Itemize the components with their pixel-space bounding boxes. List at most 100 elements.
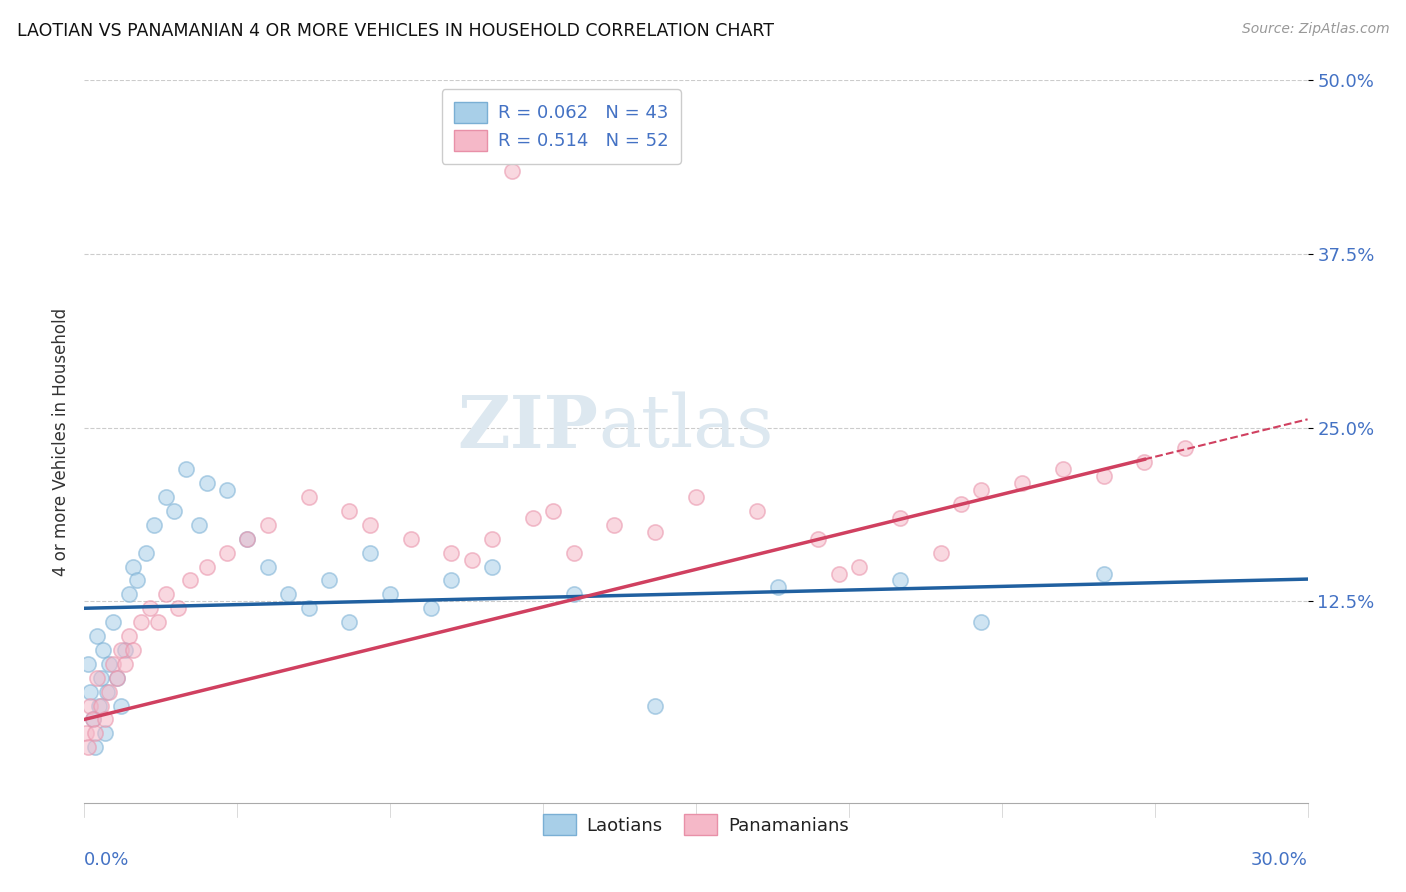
Point bbox=[146, 615, 169, 630]
Point bbox=[562, 546, 585, 560]
Point bbox=[359, 517, 381, 532]
Point bbox=[87, 698, 110, 713]
Point bbox=[970, 615, 993, 630]
Point bbox=[163, 504, 186, 518]
Point bbox=[950, 497, 973, 511]
Point bbox=[502, 163, 524, 178]
Point bbox=[155, 490, 177, 504]
Point bbox=[93, 726, 115, 740]
Point bbox=[929, 546, 952, 560]
Point bbox=[543, 504, 565, 518]
Point bbox=[277, 587, 299, 601]
Point bbox=[110, 698, 132, 713]
Point bbox=[298, 490, 321, 504]
Point bbox=[90, 698, 112, 713]
Point bbox=[105, 671, 128, 685]
Point bbox=[93, 713, 115, 727]
Point bbox=[440, 546, 463, 560]
Point bbox=[380, 587, 402, 601]
Point bbox=[603, 517, 626, 532]
Text: 0.0%: 0.0% bbox=[84, 852, 129, 870]
Point bbox=[461, 552, 484, 566]
Point bbox=[83, 740, 105, 755]
Point bbox=[79, 684, 101, 698]
Point bbox=[1174, 442, 1197, 456]
Point bbox=[195, 559, 218, 574]
Point bbox=[1092, 469, 1115, 483]
Point bbox=[97, 657, 120, 671]
Point bbox=[110, 643, 132, 657]
Point bbox=[481, 532, 503, 546]
Point bbox=[298, 601, 321, 615]
Text: ZIP: ZIP bbox=[457, 392, 598, 463]
Point bbox=[359, 546, 381, 560]
Text: LAOTIAN VS PANAMANIAN 4 OR MORE VEHICLES IN HOUSEHOLD CORRELATION CHART: LAOTIAN VS PANAMANIAN 4 OR MORE VEHICLES… bbox=[17, 22, 773, 40]
Point bbox=[440, 574, 463, 588]
Point bbox=[187, 517, 209, 532]
Point bbox=[118, 587, 141, 601]
Point bbox=[131, 615, 153, 630]
Y-axis label: 4 or more Vehicles in Household: 4 or more Vehicles in Household bbox=[52, 308, 70, 575]
Point bbox=[562, 587, 585, 601]
Point bbox=[399, 532, 422, 546]
Point bbox=[766, 581, 789, 595]
Point bbox=[747, 504, 769, 518]
Point bbox=[1133, 455, 1156, 469]
Point bbox=[257, 517, 280, 532]
Text: 30.0%: 30.0% bbox=[1251, 852, 1308, 870]
Point bbox=[82, 713, 104, 727]
Point bbox=[889, 511, 911, 525]
Point bbox=[91, 643, 114, 657]
Point bbox=[236, 532, 259, 546]
Point bbox=[86, 629, 108, 643]
Point bbox=[101, 615, 124, 630]
Point bbox=[889, 574, 911, 588]
Point bbox=[217, 483, 239, 498]
Point bbox=[174, 462, 197, 476]
Point bbox=[96, 684, 118, 698]
Point bbox=[138, 601, 160, 615]
Point bbox=[75, 726, 97, 740]
Point bbox=[828, 566, 851, 581]
Text: atlas: atlas bbox=[598, 392, 773, 462]
Point bbox=[105, 671, 128, 685]
Point bbox=[970, 483, 993, 498]
Point bbox=[1011, 476, 1033, 491]
Point bbox=[179, 574, 201, 588]
Point bbox=[848, 559, 870, 574]
Point bbox=[1092, 566, 1115, 581]
Point bbox=[122, 643, 145, 657]
Point bbox=[807, 532, 830, 546]
Point bbox=[101, 657, 124, 671]
Point bbox=[257, 559, 280, 574]
Point bbox=[481, 559, 503, 574]
Point bbox=[318, 574, 340, 588]
Point bbox=[90, 671, 112, 685]
Point bbox=[420, 601, 443, 615]
Point bbox=[339, 504, 361, 518]
Point bbox=[1052, 462, 1074, 476]
Point bbox=[79, 698, 101, 713]
Legend: Laotians, Panamanians: Laotians, Panamanians bbox=[534, 805, 858, 845]
Point bbox=[83, 726, 105, 740]
Point bbox=[114, 643, 136, 657]
Point bbox=[118, 629, 141, 643]
Text: Source: ZipAtlas.com: Source: ZipAtlas.com bbox=[1241, 22, 1389, 37]
Point bbox=[522, 511, 544, 525]
Point bbox=[114, 657, 136, 671]
Point bbox=[155, 587, 177, 601]
Point bbox=[217, 546, 239, 560]
Point bbox=[77, 740, 100, 755]
Point bbox=[135, 546, 157, 560]
Point bbox=[122, 559, 145, 574]
Point bbox=[142, 517, 165, 532]
Point bbox=[127, 574, 149, 588]
Point bbox=[86, 671, 108, 685]
Point bbox=[195, 476, 218, 491]
Point bbox=[339, 615, 361, 630]
Point bbox=[644, 524, 666, 539]
Point bbox=[644, 698, 666, 713]
Point bbox=[82, 713, 104, 727]
Point bbox=[167, 601, 190, 615]
Point bbox=[236, 532, 259, 546]
